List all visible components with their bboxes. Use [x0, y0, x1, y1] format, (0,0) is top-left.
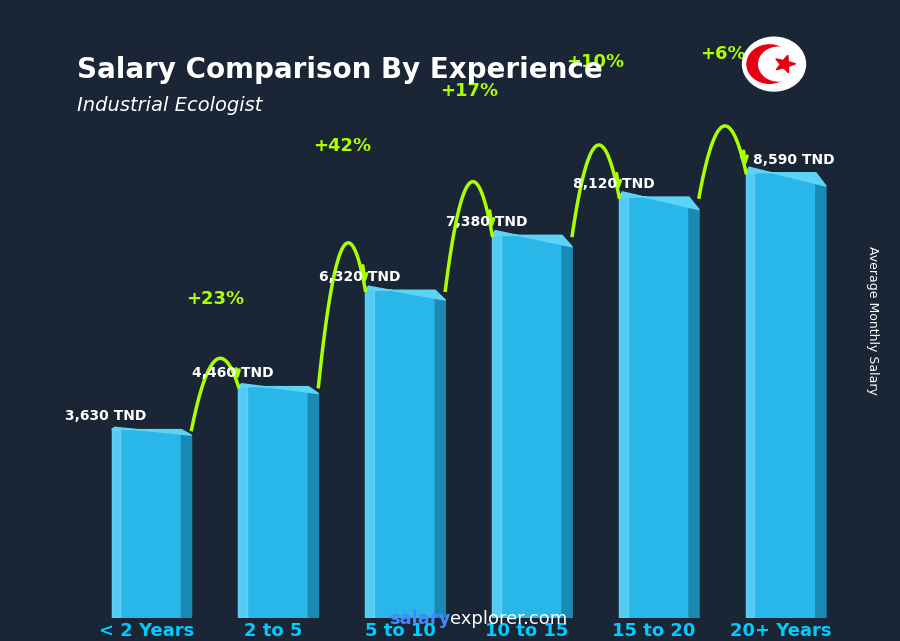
- Polygon shape: [112, 428, 192, 435]
- Polygon shape: [182, 429, 192, 618]
- Bar: [238, 387, 247, 618]
- Text: 8,120 TND: 8,120 TND: [572, 177, 654, 191]
- Circle shape: [759, 47, 798, 81]
- Bar: [238, 387, 309, 618]
- Bar: [746, 172, 754, 618]
- Text: Salary Comparison By Experience: Salary Comparison By Experience: [76, 56, 602, 84]
- Text: Industrial Ecologist: Industrial Ecologist: [76, 96, 262, 115]
- Text: explorer.com: explorer.com: [450, 610, 567, 628]
- Bar: [365, 290, 374, 618]
- Text: 7,380 TND: 7,380 TND: [446, 215, 527, 229]
- Text: Average Monthly Salary: Average Monthly Salary: [867, 246, 879, 395]
- Bar: [492, 235, 562, 618]
- Bar: [112, 429, 182, 618]
- Polygon shape: [562, 235, 572, 618]
- Text: +6%: +6%: [699, 45, 745, 63]
- Polygon shape: [688, 197, 699, 618]
- Bar: [112, 429, 120, 618]
- Bar: [746, 172, 815, 618]
- Bar: [365, 290, 436, 618]
- Text: +17%: +17%: [440, 82, 498, 100]
- Polygon shape: [309, 387, 319, 618]
- Polygon shape: [746, 167, 826, 186]
- Polygon shape: [776, 55, 796, 73]
- Polygon shape: [365, 286, 446, 300]
- Polygon shape: [492, 231, 572, 247]
- Text: +42%: +42%: [313, 137, 371, 155]
- Text: 6,320 TND: 6,320 TND: [319, 270, 400, 284]
- Circle shape: [742, 37, 806, 91]
- Circle shape: [747, 45, 792, 83]
- Text: 8,590 TND: 8,590 TND: [752, 153, 834, 167]
- Text: salary: salary: [389, 610, 450, 628]
- Text: +10%: +10%: [567, 53, 625, 71]
- Text: +23%: +23%: [186, 290, 244, 308]
- Text: 4,460 TND: 4,460 TND: [192, 367, 274, 380]
- Polygon shape: [619, 192, 699, 210]
- Text: 3,630 TND: 3,630 TND: [65, 410, 147, 424]
- Bar: [619, 197, 627, 618]
- Polygon shape: [815, 172, 826, 618]
- Polygon shape: [238, 384, 319, 394]
- Polygon shape: [436, 290, 446, 618]
- Bar: [619, 197, 688, 618]
- Bar: [492, 235, 500, 618]
